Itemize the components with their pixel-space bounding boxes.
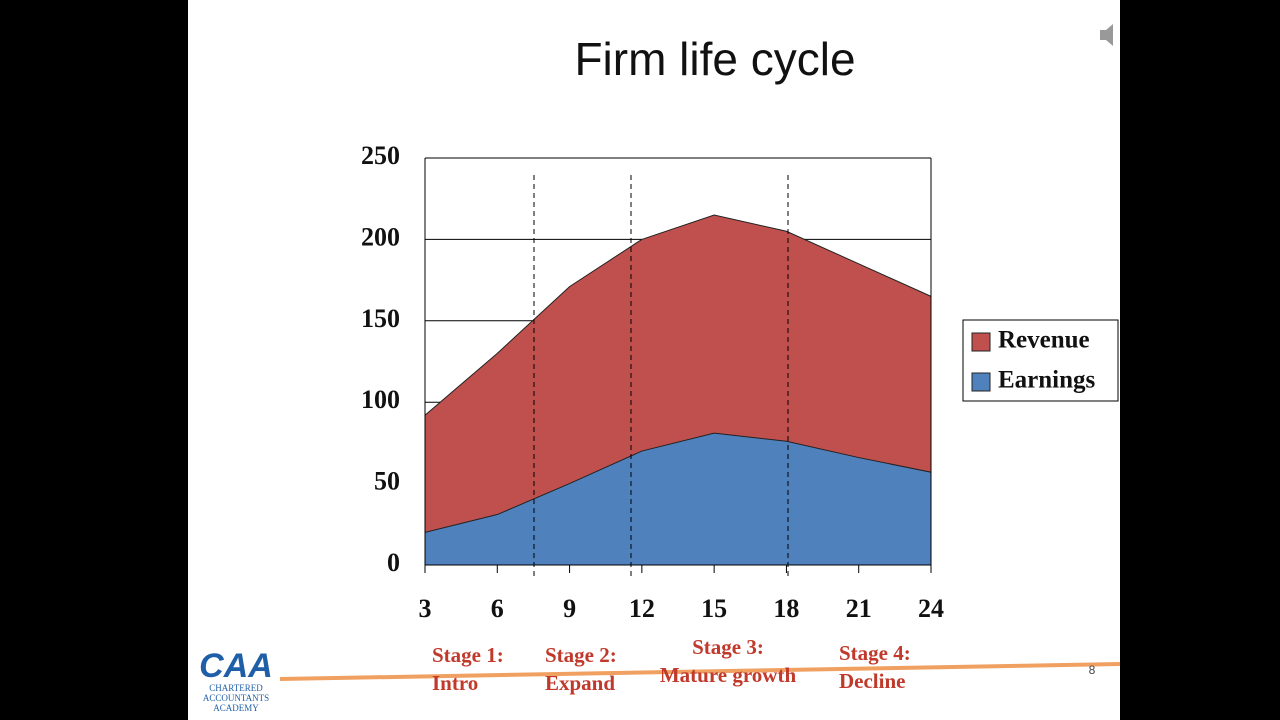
speaker-icon	[1100, 24, 1113, 46]
logo-text: ACADEMY	[213, 703, 259, 713]
x-tick-label: 24	[918, 594, 944, 623]
stage-label: Stage 2:	[545, 643, 617, 667]
y-tick-label: 50	[374, 467, 400, 496]
y-tick-label: 100	[361, 385, 400, 414]
stage-label: Stage 1:	[432, 643, 504, 667]
footer-line	[280, 662, 1120, 681]
logo: CAA	[199, 647, 273, 685]
stage-label: Mature growth	[660, 663, 797, 687]
legend-swatch	[971, 332, 991, 352]
page-number: 8	[1089, 663, 1096, 677]
y-tick-label: 200	[361, 222, 400, 251]
logo-text: ACCOUNTANTS	[203, 693, 269, 703]
y-tick-label: 0	[387, 548, 400, 577]
x-tick-label: 3	[419, 594, 432, 623]
y-tick-label: 250	[361, 141, 400, 170]
x-tick-label: 15	[701, 594, 727, 623]
x-tick-label: 12	[629, 594, 655, 623]
y-tick-label: 150	[361, 304, 400, 333]
logo-text: CHARTERED	[209, 683, 263, 693]
x-tick-label: 9	[563, 594, 576, 623]
x-tick-label: 18	[773, 594, 799, 623]
legend-label: Earnings	[998, 367, 1096, 394]
stage-label: Decline	[839, 669, 905, 693]
legend-swatch	[971, 372, 991, 392]
x-tick-label: 6	[491, 594, 504, 623]
stage-label: Stage 4:	[839, 641, 911, 665]
legend-label: Revenue	[998, 327, 1090, 354]
chart-title: Firm life cycle	[574, 33, 855, 85]
stage-label: Expand	[545, 671, 615, 695]
stage-label: Stage 3:	[692, 635, 764, 659]
stage-label: Intro	[432, 671, 478, 695]
x-tick-label: 21	[846, 594, 872, 623]
